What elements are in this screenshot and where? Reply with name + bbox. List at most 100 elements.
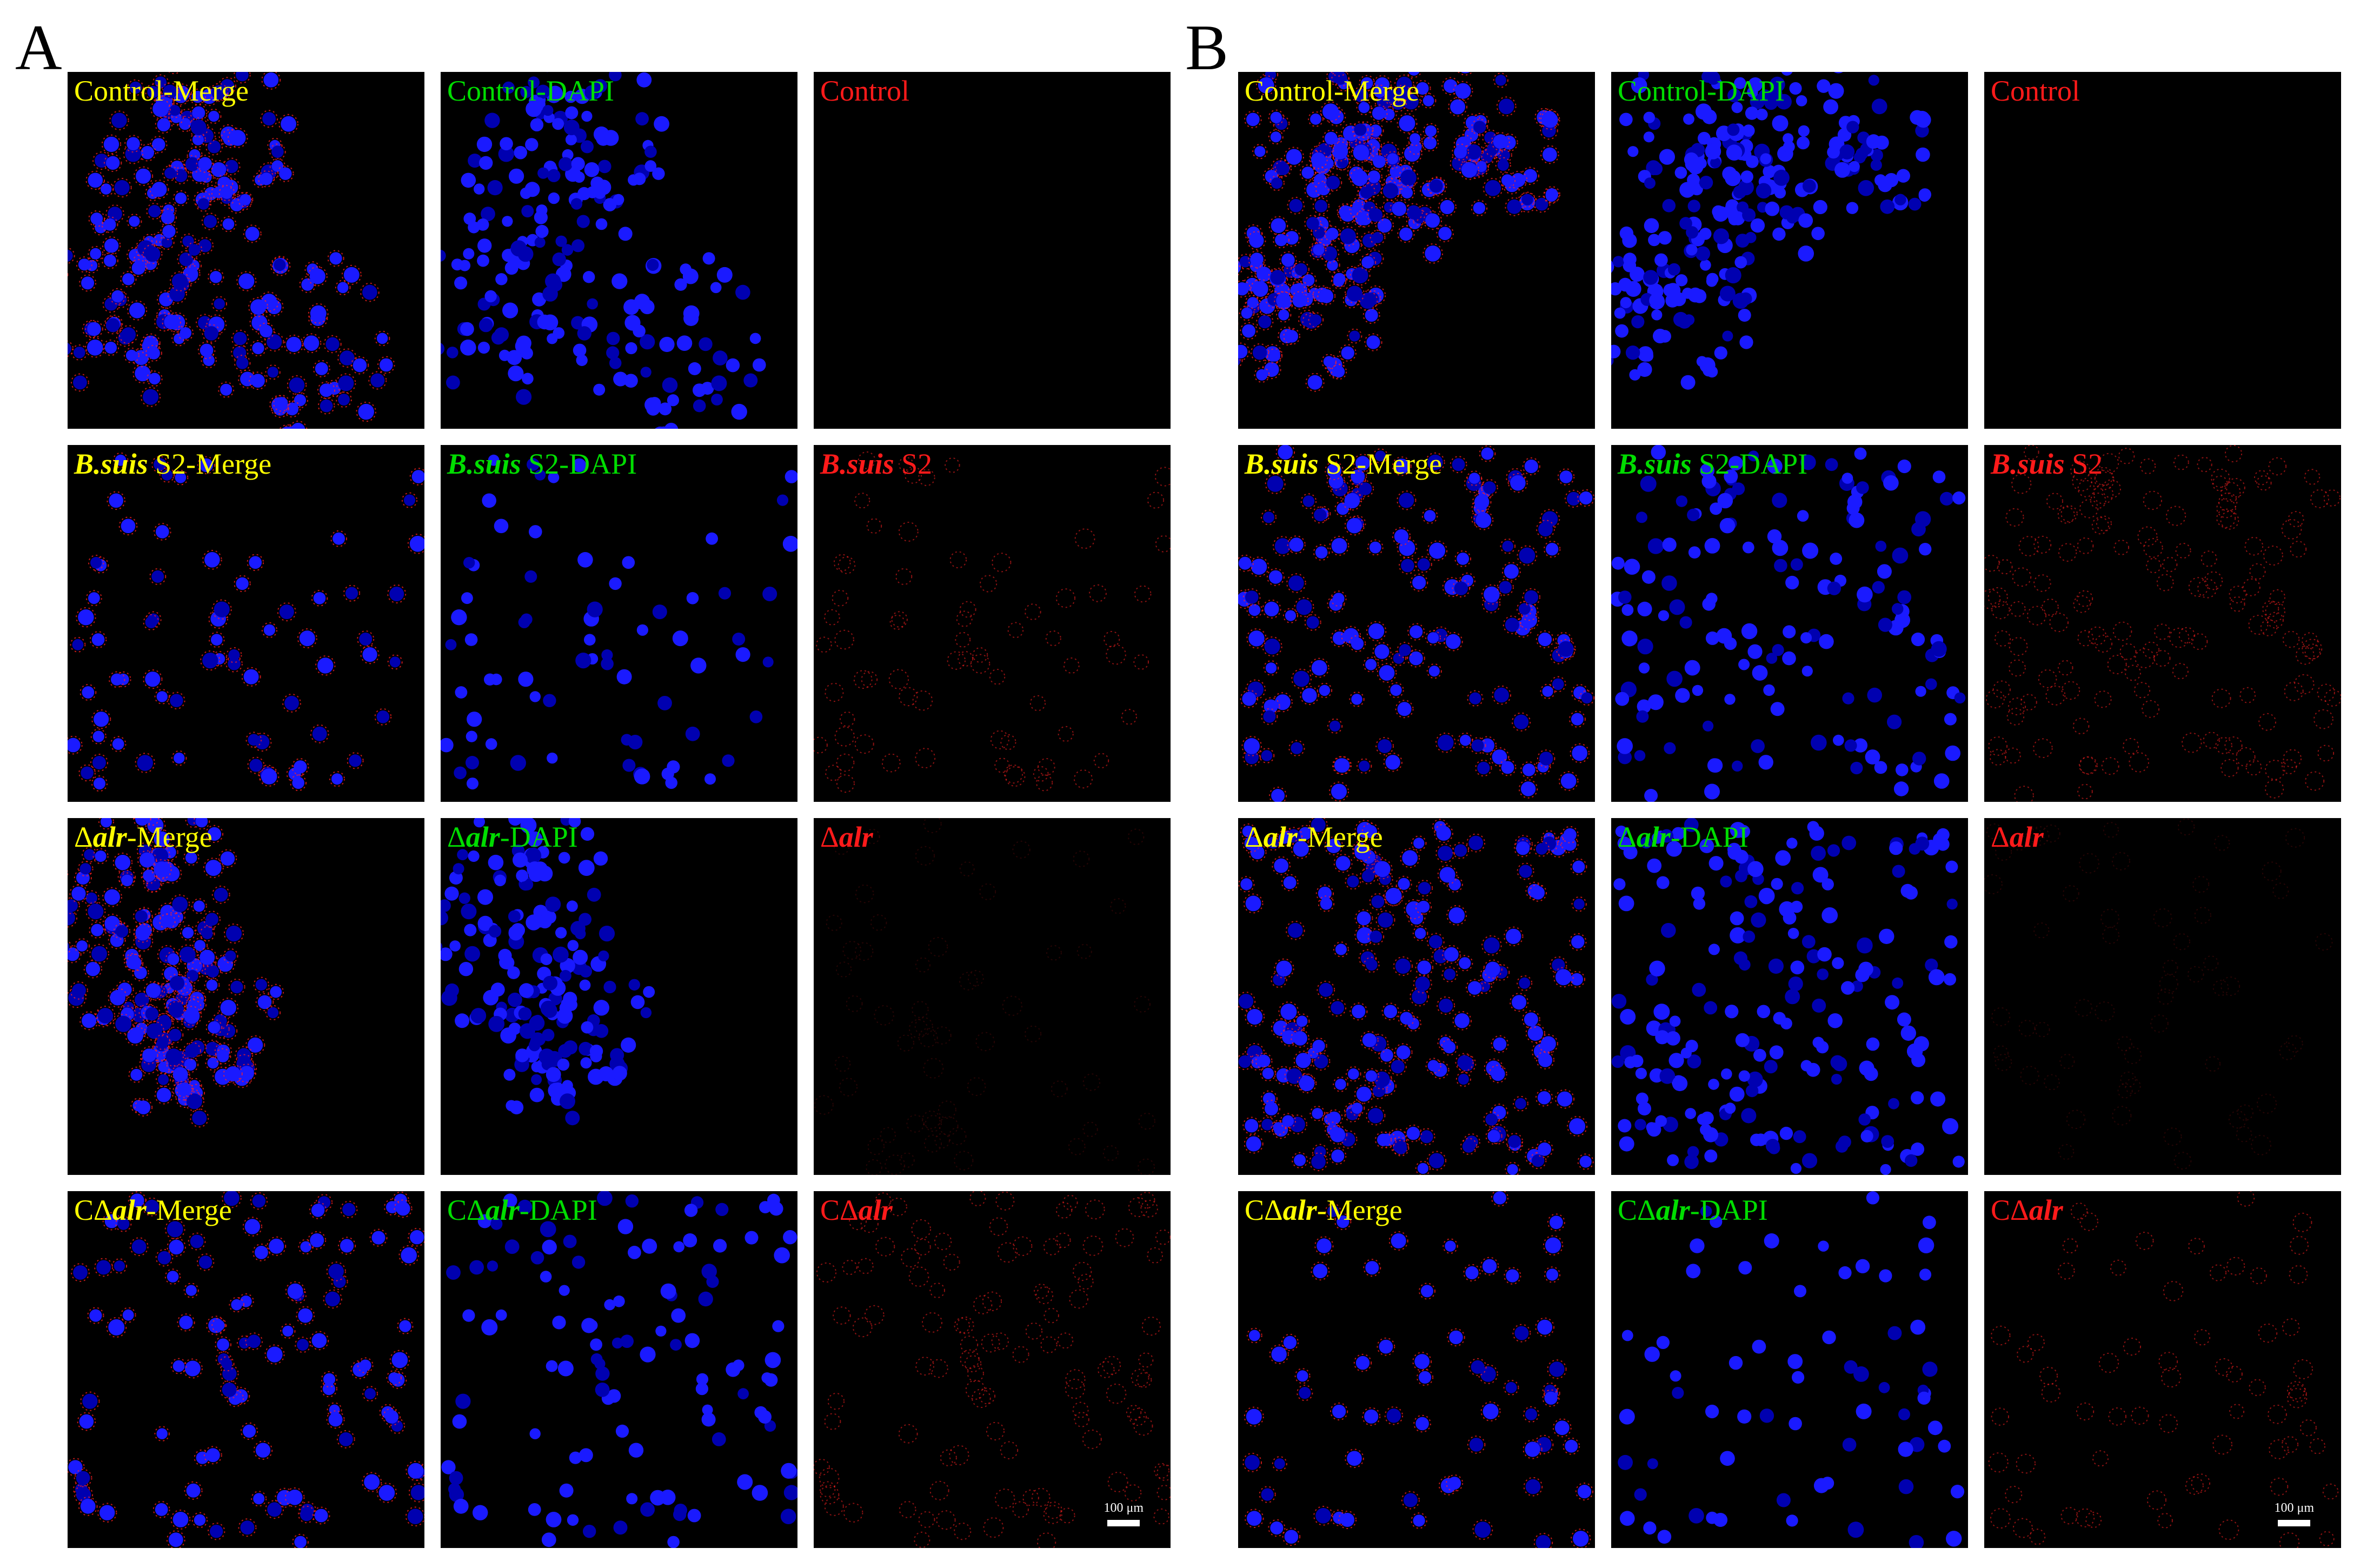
signal-ring — [2286, 1388, 2308, 1408]
nucleus — [211, 85, 227, 100]
nucleus — [364, 1474, 380, 1490]
nucleus — [1436, 826, 1451, 841]
nucleus — [565, 1111, 580, 1126]
nucleus — [1631, 315, 1645, 329]
nucleus — [161, 237, 172, 248]
nucleus — [1758, 888, 1775, 904]
signal-ring — [1555, 1089, 1575, 1109]
nucleus — [652, 604, 667, 620]
nucleus — [564, 90, 577, 103]
nucleus — [690, 657, 707, 674]
signal-ring — [1312, 506, 1329, 524]
signal-ring — [865, 828, 880, 845]
nucleus — [157, 118, 171, 131]
signal-ring — [1259, 1486, 1276, 1503]
nucleus — [1944, 935, 1958, 949]
nucleus — [1450, 99, 1465, 115]
signal-ring — [327, 1402, 342, 1418]
nucleus — [594, 187, 606, 199]
nucleus — [575, 653, 591, 669]
nucleus — [504, 1239, 520, 1254]
nucleus — [1482, 1259, 1497, 1273]
nucleus — [1931, 641, 1947, 657]
nucleus — [248, 1037, 263, 1053]
nucleus — [1307, 375, 1322, 390]
nucleus — [1880, 199, 1895, 214]
signal-ring — [1483, 1111, 1500, 1128]
signal-ring — [1561, 826, 1579, 843]
nucleus — [331, 773, 343, 785]
nucleus — [267, 367, 278, 378]
nucleus — [1667, 263, 1680, 276]
nucleus — [1817, 79, 1831, 93]
nucleus — [1506, 1269, 1519, 1283]
nucleus — [135, 366, 151, 382]
nucleus — [733, 1359, 744, 1371]
nucleus — [507, 350, 522, 366]
nucleus — [579, 913, 591, 926]
nucleus — [1747, 644, 1763, 659]
nucleus — [1705, 631, 1719, 645]
signal-ring — [854, 493, 870, 509]
signal-ring — [91, 709, 111, 729]
signal-ring — [1273, 231, 1289, 249]
signal-ring — [2185, 1476, 2204, 1495]
nucleus — [391, 1352, 408, 1368]
nucleus — [1756, 108, 1768, 121]
tile-label: Control — [820, 75, 909, 107]
nucleus — [1936, 838, 1950, 851]
nucleus — [542, 1003, 557, 1018]
signal-ring — [104, 154, 122, 172]
nucleus — [88, 592, 100, 604]
nucleus — [587, 887, 601, 902]
nucleus — [1651, 309, 1663, 321]
nucleus — [518, 1007, 532, 1021]
signal-ring — [111, 291, 129, 309]
signal-ring — [189, 88, 206, 105]
nucleus — [1660, 829, 1674, 843]
nucleus — [1923, 1215, 1936, 1230]
nucleus — [1733, 185, 1747, 199]
nucleus — [1642, 350, 1654, 362]
nucleus — [463, 212, 476, 225]
tile-label: Δalr — [1991, 821, 2044, 853]
nucleus — [78, 258, 90, 271]
nucleus — [1883, 475, 1899, 491]
nucleus — [1374, 644, 1390, 659]
nucleus — [1690, 1238, 1705, 1253]
nucleus — [1874, 174, 1887, 187]
signal-ring — [1495, 147, 1512, 164]
nucleus — [467, 712, 482, 727]
nucleus — [87, 340, 103, 356]
signal-ring — [336, 373, 356, 394]
nucleus — [84, 849, 95, 861]
nucleus — [128, 956, 142, 970]
signal-ring — [964, 1355, 982, 1373]
label-suffix: S2-DAPI — [1691, 448, 1808, 480]
nucleus — [1692, 982, 1706, 997]
signal-ring — [2014, 786, 2034, 802]
scale-bar-label: 100 μm — [2274, 1501, 2314, 1515]
nucleus — [1802, 542, 1819, 559]
signal-ring — [958, 651, 974, 667]
signal-ring — [1308, 111, 1324, 127]
signal-ring — [1535, 630, 1554, 649]
signal-ring — [71, 344, 88, 361]
signal-ring — [1076, 944, 1092, 959]
nucleus — [1560, 773, 1577, 789]
signal-ring — [1427, 540, 1448, 561]
signal-ring — [1153, 1508, 1170, 1525]
signal-ring — [2041, 1383, 2061, 1403]
nucleus — [135, 992, 149, 1007]
nucleus — [1492, 749, 1507, 765]
nucleus — [1898, 1441, 1913, 1457]
signal-ring — [68, 987, 87, 1008]
nucleus — [250, 299, 267, 315]
signal-ring — [960, 1336, 979, 1354]
signal-ring — [1292, 1152, 1308, 1168]
nucleus — [68, 899, 78, 912]
nucleus — [401, 1247, 417, 1264]
nucleus — [217, 1338, 229, 1351]
nucleus — [1335, 944, 1347, 955]
nucleus — [1252, 346, 1267, 360]
